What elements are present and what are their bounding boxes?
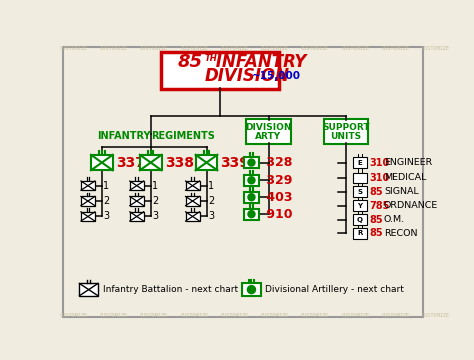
Text: Y: Y <box>357 203 363 209</box>
Circle shape <box>248 194 255 201</box>
Text: 310: 310 <box>369 158 390 167</box>
Circle shape <box>248 211 255 218</box>
Text: 1: 1 <box>208 181 214 191</box>
Bar <box>196 155 218 170</box>
FancyBboxPatch shape <box>246 120 291 144</box>
Bar <box>80 283 98 296</box>
Bar <box>353 172 367 183</box>
Bar <box>130 212 144 221</box>
Text: CUSTOMIZE: CUSTOMIZE <box>341 46 369 51</box>
Text: DIVISION: DIVISION <box>204 67 289 85</box>
Bar <box>353 214 367 225</box>
Text: CUSTOMIZE: CUSTOMIZE <box>301 46 329 51</box>
Text: ARTY: ARTY <box>255 132 282 141</box>
Bar <box>353 157 367 168</box>
Text: CUSTOMIZE: CUSTOMIZE <box>140 313 168 318</box>
Bar <box>81 181 95 190</box>
Bar <box>353 186 367 197</box>
Text: ENGINEER: ENGINEER <box>384 158 432 167</box>
FancyBboxPatch shape <box>324 120 368 144</box>
Bar <box>81 212 95 221</box>
Text: 2: 2 <box>208 196 214 206</box>
Text: DIVISION: DIVISION <box>245 123 292 132</box>
Text: 328: 328 <box>262 156 292 169</box>
Bar <box>244 209 259 220</box>
Text: E: E <box>357 159 362 166</box>
Bar <box>353 200 367 211</box>
Text: 3: 3 <box>103 211 109 221</box>
Bar <box>130 181 144 190</box>
Text: INFANTRY: INFANTRY <box>97 131 150 141</box>
Text: CUSTOMIZE: CUSTOMIZE <box>220 313 248 318</box>
Bar <box>130 197 144 206</box>
Text: CUSTOMIZE: CUSTOMIZE <box>59 46 87 51</box>
Text: 85: 85 <box>369 215 383 225</box>
Text: TH: TH <box>204 54 217 63</box>
Text: CUSTOMIZE: CUSTOMIZE <box>180 46 208 51</box>
Text: CUSTOMIZE: CUSTOMIZE <box>301 313 329 318</box>
Text: CUSTOMIZE: CUSTOMIZE <box>100 46 128 51</box>
Bar <box>81 197 95 206</box>
Text: 785: 785 <box>369 201 390 211</box>
Text: 339: 339 <box>220 156 249 170</box>
Text: INFANTRY: INFANTRY <box>210 53 307 71</box>
Text: SUPPORT: SUPPORT <box>322 123 370 132</box>
Bar <box>242 283 261 296</box>
Text: 3: 3 <box>152 211 158 221</box>
Text: 85: 85 <box>369 228 383 238</box>
Text: 3: 3 <box>208 211 214 221</box>
Bar <box>186 197 200 206</box>
Text: Infantry Battalion - next chart: Infantry Battalion - next chart <box>103 285 238 294</box>
Text: CUSTOMIZE: CUSTOMIZE <box>140 46 168 51</box>
Text: ~15,000: ~15,000 <box>252 71 301 81</box>
Text: 85: 85 <box>178 53 202 71</box>
Text: CUSTOMIZE: CUSTOMIZE <box>422 46 450 51</box>
Text: 1: 1 <box>152 181 158 191</box>
Bar <box>353 228 367 239</box>
Text: CUSTOMIZE: CUSTOMIZE <box>59 313 87 318</box>
Text: 1: 1 <box>103 181 109 191</box>
Text: 329: 329 <box>262 174 292 187</box>
Text: S: S <box>357 189 363 195</box>
Text: 2: 2 <box>152 196 158 206</box>
Text: R: R <box>357 230 363 237</box>
Bar <box>186 181 200 190</box>
Text: 310: 310 <box>369 173 390 183</box>
Bar <box>244 157 259 168</box>
Text: CUSTOMIZE: CUSTOMIZE <box>422 313 450 318</box>
Text: O.M.: O.M. <box>384 215 405 224</box>
Text: 85: 85 <box>369 187 383 197</box>
Circle shape <box>247 285 255 294</box>
Text: Divisional Artillery - next chart: Divisional Artillery - next chart <box>265 285 404 294</box>
FancyBboxPatch shape <box>161 52 279 89</box>
Text: CUSTOMIZE: CUSTOMIZE <box>180 313 208 318</box>
Text: 2: 2 <box>103 196 109 206</box>
Bar <box>244 192 259 203</box>
Text: SIGNAL: SIGNAL <box>384 187 419 196</box>
Text: 403: 403 <box>262 191 292 204</box>
Text: 910: 910 <box>262 208 292 221</box>
Text: 338: 338 <box>164 156 194 170</box>
Text: CUSTOMIZE: CUSTOMIZE <box>382 46 410 51</box>
Text: Q: Q <box>357 216 363 222</box>
Text: CUSTOMIZE: CUSTOMIZE <box>100 313 128 318</box>
Text: CUSTOMIZE: CUSTOMIZE <box>341 313 369 318</box>
Text: CUSTOMIZE: CUSTOMIZE <box>261 313 289 318</box>
Bar <box>140 155 162 170</box>
Text: RECON: RECON <box>384 229 418 238</box>
Text: CUSTOMIZE: CUSTOMIZE <box>261 46 289 51</box>
Bar <box>244 175 259 186</box>
Text: UNITS: UNITS <box>330 132 362 141</box>
Circle shape <box>248 159 255 166</box>
Text: MEDICAL: MEDICAL <box>384 174 426 183</box>
Text: ORDNANCE: ORDNANCE <box>384 201 438 210</box>
Text: CUSTOMIZE: CUSTOMIZE <box>382 313 410 318</box>
Text: CUSTOMIZE: CUSTOMIZE <box>220 46 248 51</box>
Circle shape <box>248 177 255 184</box>
Text: REGIMENTS: REGIMENTS <box>151 131 215 141</box>
Text: 337: 337 <box>116 156 145 170</box>
Bar <box>91 155 113 170</box>
Bar <box>186 212 200 221</box>
